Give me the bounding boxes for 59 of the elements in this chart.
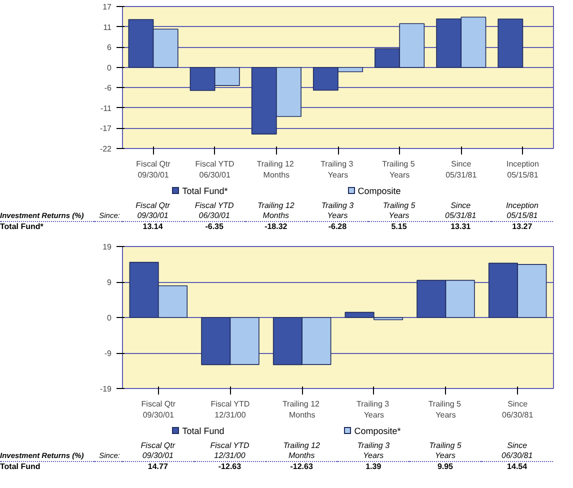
legend-label: Composite xyxy=(356,185,401,198)
data-label: 14.77 xyxy=(146,462,169,472)
data-label: -18.32 xyxy=(264,222,288,232)
x-tick-label: Fiscal YTD 12/31/00 xyxy=(210,400,250,420)
data-label: -6.28 xyxy=(327,222,348,232)
data-label: 13.31 xyxy=(450,222,472,232)
x-tick-label: Trailing 3 Years xyxy=(356,400,390,420)
y-tick-label: 0 xyxy=(107,314,112,322)
data-label: 5.15 xyxy=(390,222,408,232)
data-label: -6.35 xyxy=(204,222,224,232)
category-label: Fiscal YTD 06/30/01 xyxy=(194,201,234,220)
x-tick-label: Trailing 5 Years xyxy=(382,160,416,180)
category-label: Fiscal YTD 12/31/00 xyxy=(210,441,250,460)
data-label: 1.39 xyxy=(364,462,382,472)
category-label: Fiscal Qtr 09/30/01 xyxy=(136,201,170,220)
data-label: 13.27 xyxy=(511,222,534,232)
y-tick-label: 0 xyxy=(107,63,112,72)
y-tick-label: 19 xyxy=(102,242,112,252)
data-label: -12.63 xyxy=(217,462,242,472)
x-tick-label: Trailing 5 Years xyxy=(428,400,462,420)
y-tick-label: -9 xyxy=(104,349,112,358)
data-label: 9.95 xyxy=(436,462,454,472)
legend-label: Composite* xyxy=(353,425,401,438)
x-tick-label: Since 05/31/81 xyxy=(446,160,478,180)
category-label: Since 06/30/81 xyxy=(502,441,533,460)
x-tick-label: Trailing 12 Months xyxy=(256,160,294,180)
y-tick-label: -17 xyxy=(100,124,112,134)
y-tick-label: 9 xyxy=(107,278,112,287)
y-tick-label: -6 xyxy=(104,84,112,93)
x-tick-label: Inception 05/15/81 xyxy=(506,160,539,180)
y-tick-label: -22 xyxy=(100,144,112,154)
x-tick-label: Trailing 12 Months xyxy=(282,400,320,420)
data-label: 13.14 xyxy=(142,222,164,232)
data-label: 14.54 xyxy=(506,462,528,472)
legend-label: Total Fund* xyxy=(181,185,228,198)
data-label: -12.63 xyxy=(289,462,314,472)
x-tick-label: Since 06/30/81 xyxy=(502,400,534,420)
y-tick-label: 17 xyxy=(102,2,112,12)
y-tick-label: -19 xyxy=(100,384,112,394)
text: Total Fund* xyxy=(0,222,44,231)
bar xyxy=(498,18,524,68)
x-tick-label: Fiscal Qtr 09/30/01 xyxy=(136,160,171,180)
y-tick-label: 11 xyxy=(103,22,112,32)
x-tick-label: Fiscal Qtr 09/30/01 xyxy=(141,400,176,420)
y-tick-label: 6 xyxy=(107,43,112,52)
y-tick-label: -11 xyxy=(100,104,112,113)
category-label: Inception 05/15/81 xyxy=(506,201,538,220)
category-label: Trailing 5 Years xyxy=(382,201,416,220)
legend-label: Total Fund xyxy=(181,425,224,438)
category-label: Fiscal Qtr 09/30/01 xyxy=(140,441,176,460)
category-label: Trailing 3 Years xyxy=(321,201,354,220)
x-tick-label: Trailing 3 Years xyxy=(320,160,354,180)
category-label: Trailing 12 Months xyxy=(258,201,294,220)
text: Total Fund xyxy=(0,462,40,471)
category-label: Trailing 3 Years xyxy=(357,441,390,460)
category-label: Since 05/31/81 xyxy=(445,201,476,220)
category-label: Trailing 12 Months xyxy=(283,441,320,460)
x-tick-label: Fiscal YTD 06/30/01 xyxy=(195,160,234,180)
category-label: Trailing 5 Years xyxy=(429,441,462,460)
